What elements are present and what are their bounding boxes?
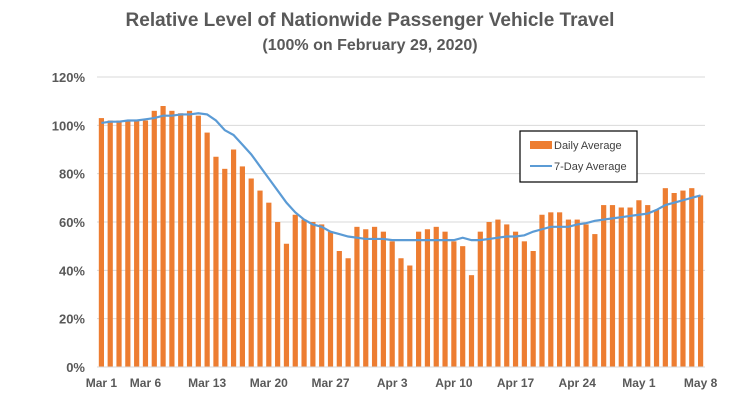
bar xyxy=(671,193,677,367)
bar xyxy=(345,258,351,367)
x-tick-label: Mar 20 xyxy=(250,376,288,390)
bar xyxy=(565,219,572,367)
bar xyxy=(204,132,210,367)
bar xyxy=(151,110,157,367)
bar xyxy=(407,265,413,367)
x-tick-label: May 1 xyxy=(622,376,656,390)
x-tick-label: May 8 xyxy=(684,376,718,390)
bar xyxy=(451,241,457,367)
bar xyxy=(169,110,175,367)
bar xyxy=(442,231,448,367)
bar xyxy=(495,219,501,367)
bar xyxy=(336,251,342,367)
bar xyxy=(248,178,254,367)
bar xyxy=(486,222,492,367)
bar xyxy=(371,226,378,367)
bar xyxy=(125,120,131,367)
y-tick-label: 40% xyxy=(59,263,85,278)
bar xyxy=(222,168,228,367)
bar xyxy=(195,115,201,368)
bar xyxy=(416,231,422,367)
bar xyxy=(433,226,439,367)
bar xyxy=(601,205,607,367)
bar xyxy=(609,205,616,367)
bar xyxy=(557,212,563,367)
x-tick-label: Apr 17 xyxy=(497,376,535,390)
bar xyxy=(689,188,695,367)
bar xyxy=(468,275,475,367)
y-tick-label: 0% xyxy=(66,360,85,375)
bar xyxy=(627,207,633,367)
bar xyxy=(592,234,598,367)
x-tick-label: Mar 6 xyxy=(130,376,162,390)
bar xyxy=(178,113,184,367)
bar xyxy=(424,229,431,367)
legend-label: Daily Average xyxy=(554,140,622,152)
bar xyxy=(301,219,307,367)
bar xyxy=(116,120,122,367)
x-tick-label: Apr 10 xyxy=(435,376,473,390)
bar xyxy=(389,241,395,367)
bar xyxy=(618,207,624,367)
series-line-7-day-average xyxy=(101,112,701,242)
y-tick-label: 20% xyxy=(59,312,85,327)
bar xyxy=(504,224,510,367)
bar xyxy=(380,231,386,367)
bar xyxy=(319,224,325,367)
bar xyxy=(327,231,334,367)
bar xyxy=(363,229,369,367)
bar xyxy=(680,190,686,367)
bar xyxy=(530,251,536,367)
chart-subtitle: (100% on February 29, 2020) xyxy=(262,37,478,54)
bar xyxy=(354,226,360,367)
bar xyxy=(142,120,149,367)
bar xyxy=(257,190,263,367)
bar xyxy=(539,214,545,367)
chart-title: Relative Level of Nationwide Passenger V… xyxy=(125,10,615,31)
x-tick-label: Mar 1 xyxy=(86,376,118,390)
bar xyxy=(697,195,704,367)
bar xyxy=(239,166,245,367)
x-tick-label: Apr 24 xyxy=(559,376,597,390)
bar xyxy=(213,156,219,367)
bar xyxy=(186,110,193,367)
bar xyxy=(460,246,466,367)
y-tick-label: 120% xyxy=(52,70,86,85)
bar xyxy=(574,219,580,367)
bar xyxy=(160,106,166,367)
bar xyxy=(636,200,642,367)
bar xyxy=(98,118,105,367)
bar xyxy=(645,205,651,367)
x-tick-label: Mar 27 xyxy=(311,376,349,390)
bar xyxy=(512,231,519,367)
y-tick-label: 100% xyxy=(52,118,86,133)
y-tick-label: 60% xyxy=(59,215,85,230)
bar xyxy=(266,202,272,367)
bar xyxy=(662,188,668,367)
bar xyxy=(107,120,113,367)
x-tick-label: Apr 3 xyxy=(377,376,408,390)
bar xyxy=(583,224,589,367)
bar xyxy=(275,222,281,367)
bar xyxy=(292,214,298,367)
bar xyxy=(230,149,237,367)
legend-swatch-daily-average xyxy=(530,141,552,149)
bar xyxy=(548,212,554,367)
bar xyxy=(398,258,404,367)
bar xyxy=(310,222,316,367)
bar xyxy=(521,241,527,367)
bar xyxy=(653,209,660,367)
y-tick-label: 80% xyxy=(59,167,85,182)
x-tick-label: Mar 13 xyxy=(188,376,226,390)
bar xyxy=(283,243,290,367)
bar xyxy=(477,231,483,367)
legend xyxy=(519,130,638,183)
legend-label: 7-Day Average xyxy=(554,161,627,173)
bar xyxy=(134,120,140,367)
